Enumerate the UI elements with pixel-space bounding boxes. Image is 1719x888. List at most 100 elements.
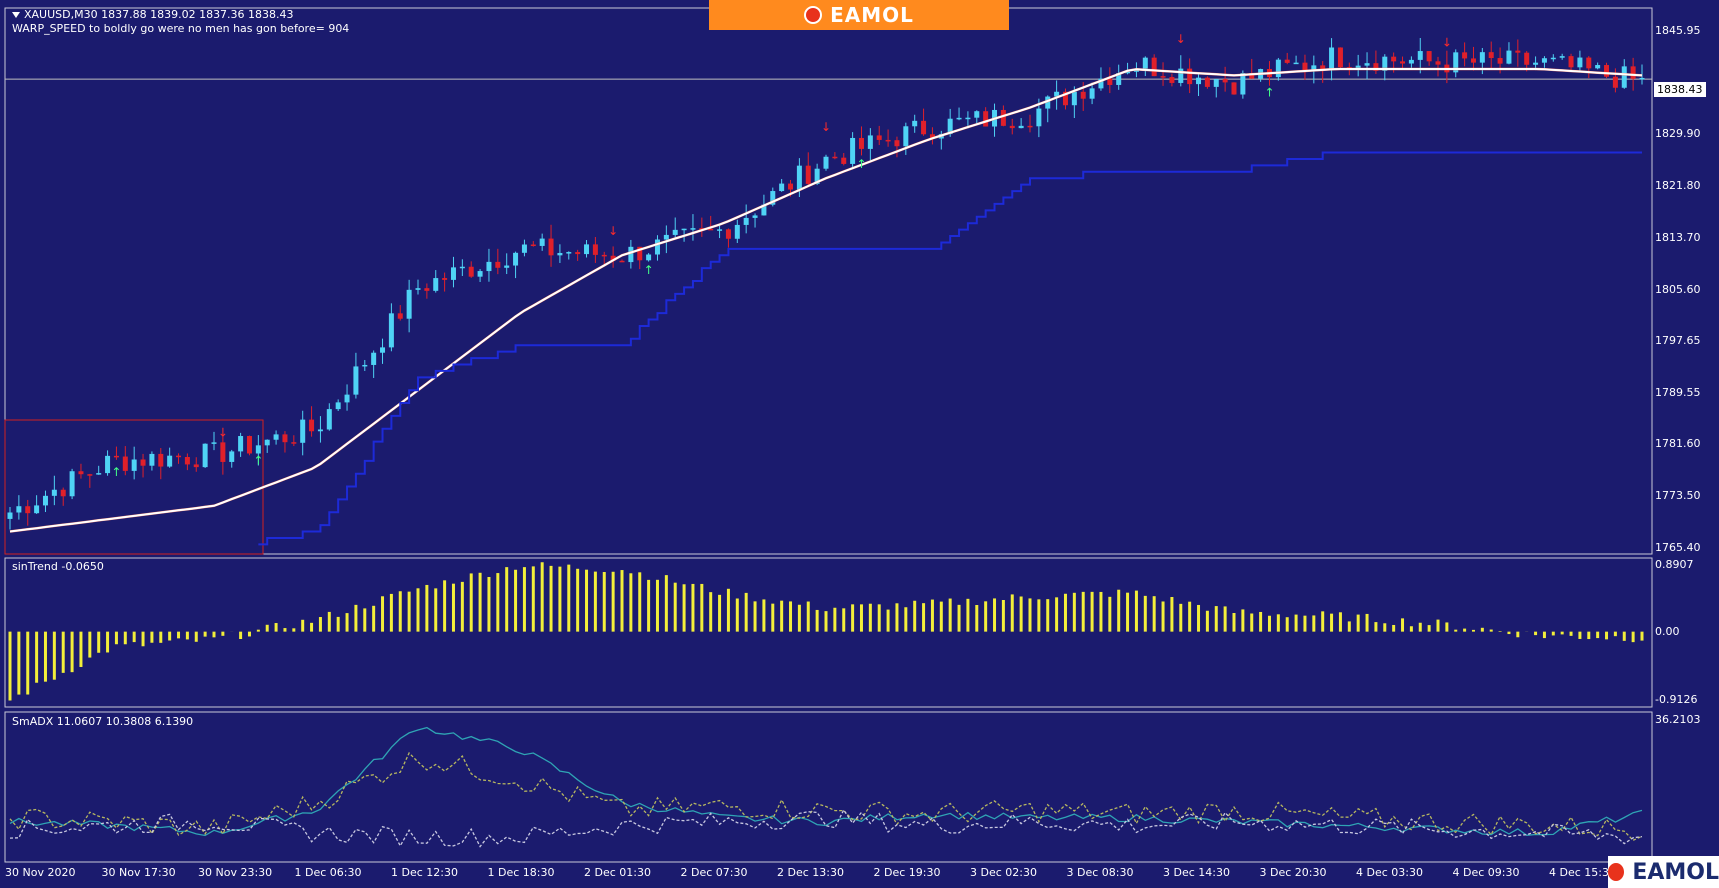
sell-arrow-icon: ↓ bbox=[821, 120, 831, 134]
candle-body bbox=[406, 289, 412, 319]
candle-body bbox=[300, 419, 306, 443]
candle-body bbox=[521, 244, 527, 253]
brand-logo-icon bbox=[804, 6, 823, 24]
sintrend-tick-top: 0.8907 bbox=[1655, 558, 1694, 571]
candle-body bbox=[1515, 50, 1521, 53]
time-tick-label: 2 Dec 07:30 bbox=[680, 866, 748, 879]
sintrend-tick-zero: 0.00 bbox=[1655, 625, 1680, 638]
candle-body bbox=[371, 352, 377, 365]
candle-body bbox=[158, 453, 164, 467]
brand-name: EAMOL bbox=[830, 3, 914, 27]
buy-arrow-icon: ↑ bbox=[644, 263, 654, 277]
candle-body bbox=[149, 453, 155, 466]
time-tick-label: 2 Dec 13:30 bbox=[777, 866, 844, 879]
candle-body bbox=[619, 260, 625, 263]
candle-body bbox=[965, 117, 971, 120]
candle-body bbox=[1577, 57, 1583, 68]
candle-body bbox=[442, 278, 448, 280]
current-price-tag: 1838.43 bbox=[1654, 82, 1706, 97]
adx-plus-line bbox=[9, 751, 1643, 842]
candle-body bbox=[814, 168, 820, 184]
candle-body bbox=[858, 137, 864, 149]
candle-body bbox=[131, 459, 137, 471]
candle-body bbox=[912, 120, 918, 127]
price-tick-label: 1845.95 bbox=[1655, 23, 1701, 37]
candle-body bbox=[184, 456, 190, 465]
candle-body bbox=[238, 436, 244, 452]
candle-body bbox=[654, 239, 660, 255]
candle-body bbox=[78, 471, 84, 475]
brand-corner-name: EAMOL bbox=[1632, 859, 1719, 885]
candle-body bbox=[353, 366, 359, 395]
price-tick-label: 1805.60 bbox=[1655, 282, 1701, 296]
candle-body bbox=[1027, 125, 1033, 128]
candle-body bbox=[1062, 91, 1068, 106]
candle-body bbox=[1275, 59, 1281, 78]
candle-body bbox=[1054, 91, 1060, 97]
candle-body bbox=[1071, 91, 1077, 106]
candle-body bbox=[317, 429, 323, 432]
candle-body bbox=[1204, 77, 1210, 87]
brand-corner-badge: EAMOL bbox=[1608, 856, 1719, 888]
buy-arrow-icon: ↑ bbox=[253, 454, 263, 468]
dropdown-triangle-icon[interactable] bbox=[12, 12, 20, 18]
candle-body bbox=[646, 254, 652, 261]
sell-arrow-icon: ↓ bbox=[1442, 36, 1452, 50]
candle-body bbox=[202, 443, 208, 468]
candle-body bbox=[87, 474, 93, 476]
candle-body bbox=[903, 126, 909, 147]
candle-body bbox=[1604, 65, 1610, 77]
candle-body bbox=[477, 271, 483, 277]
candle-body bbox=[1089, 88, 1095, 99]
candle-body bbox=[1302, 62, 1308, 70]
brand-corner-logo-icon bbox=[1608, 863, 1625, 881]
candle-body bbox=[7, 512, 13, 519]
candle-body bbox=[1116, 73, 1122, 85]
candle-body bbox=[947, 118, 953, 135]
candle-body bbox=[796, 165, 802, 190]
candle-body bbox=[929, 134, 935, 139]
ma-white-line bbox=[9, 68, 1643, 533]
candle-body bbox=[1639, 77, 1645, 80]
candle-body bbox=[725, 229, 731, 239]
candle-body bbox=[805, 165, 811, 184]
time-tick-label: 30 Nov 23:30 bbox=[198, 866, 273, 879]
candle-body bbox=[1178, 68, 1184, 83]
candle-body bbox=[1231, 82, 1237, 95]
candle-body bbox=[1506, 50, 1512, 64]
candle-body bbox=[264, 439, 270, 446]
candle-body bbox=[1107, 78, 1113, 85]
time-tick-label: 3 Dec 02:30 bbox=[970, 866, 1037, 879]
candle-body bbox=[1355, 65, 1361, 69]
candle-body bbox=[167, 455, 173, 467]
candle-body bbox=[610, 255, 616, 261]
price-tick-label: 1781.60 bbox=[1655, 437, 1701, 451]
candle-body bbox=[105, 455, 111, 474]
candle-body bbox=[921, 120, 927, 135]
candle-body bbox=[1098, 78, 1104, 89]
candle-body bbox=[1559, 56, 1565, 58]
candle-body bbox=[60, 489, 66, 497]
candle-body bbox=[1462, 52, 1468, 59]
candle-body bbox=[584, 244, 590, 255]
time-tick-label: 3 Dec 20:30 bbox=[1259, 866, 1327, 879]
time-tick-label: 4 Dec 09:30 bbox=[1452, 866, 1520, 879]
candle-body bbox=[530, 244, 536, 247]
brand-banner: EAMOL bbox=[709, 0, 1009, 30]
candle-body bbox=[867, 135, 873, 149]
buy-arrow-icon: ↑ bbox=[856, 157, 866, 171]
candle-body bbox=[326, 409, 332, 430]
candle-body bbox=[1524, 52, 1530, 65]
candle-body bbox=[1045, 96, 1051, 109]
candle-body bbox=[1196, 77, 1202, 85]
candle-body bbox=[672, 229, 678, 235]
candle-body bbox=[309, 419, 315, 432]
candle-body bbox=[246, 436, 252, 454]
time-tick-label: 2 Dec 19:30 bbox=[873, 866, 941, 879]
candle-body bbox=[96, 473, 102, 475]
time-tick-label: 1 Dec 06:30 bbox=[294, 866, 362, 879]
buy-arrow-icon: ↑ bbox=[1264, 85, 1274, 99]
candle-body bbox=[1621, 66, 1627, 88]
